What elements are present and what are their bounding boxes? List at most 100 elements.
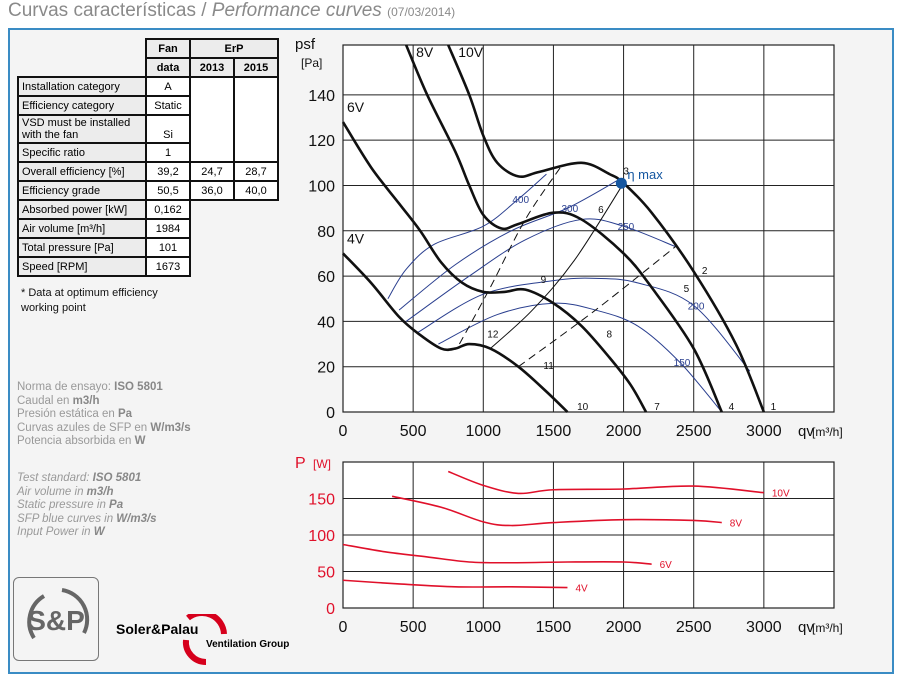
point-label: 2 — [702, 266, 708, 277]
svg-text:S&P: S&P — [27, 605, 85, 636]
y-tick-label: 0 — [326, 405, 335, 422]
pressure-curve-label: 6V — [347, 99, 365, 115]
x-axis-label: qv — [798, 619, 814, 636]
x-tick-label: 1000 — [465, 619, 501, 636]
optimum-point — [615, 177, 627, 189]
table-row: Absorbed power [kW] 0,162 — [17, 199, 278, 220]
point-label: 7 — [654, 402, 660, 413]
x-tick-label: 2500 — [676, 423, 712, 440]
y-tick-label: 120 — [308, 133, 335, 150]
standard-line: Potencia absorbida en W — [17, 435, 146, 447]
standard-line: Presión estática en Pa — [17, 408, 133, 420]
standard-line: Caudal en m3/h — [17, 394, 100, 407]
fan-value: Static — [145, 95, 191, 116]
erp-header: ErP — [189, 38, 279, 59]
x-axis-label: qv — [798, 423, 814, 440]
x-tick-label: 1000 — [465, 423, 501, 440]
row-label: Installation category — [17, 76, 147, 97]
row-label: VSD must be installed with the fan — [17, 114, 147, 144]
y-tick-label: 40 — [317, 314, 335, 331]
page-title: Curvas características / Performance cur… — [8, 0, 456, 21]
plot-area — [342, 44, 835, 413]
erp-2015-empty — [233, 76, 279, 163]
brand-name: Soler&Palau — [116, 621, 199, 637]
x-tick-label: 3000 — [746, 619, 782, 636]
x-tick-label: 500 — [400, 423, 427, 440]
fan-value: 0,162 — [145, 199, 191, 220]
x-tick-label: 0 — [339, 619, 348, 636]
erp-2015-value: 28,7 — [233, 161, 279, 182]
y-axis-unit: [W] — [313, 457, 331, 471]
curve-10V — [447, 470, 764, 495]
curve-4V — [342, 252, 569, 413]
fan-data-table: Fan ErP data 2013 2015 Installation categor… — [17, 38, 279, 277]
y-axis-label: P — [295, 455, 306, 472]
sfp-label: 400 — [512, 195, 529, 206]
sfp-curve-200 — [417, 277, 751, 372]
fan-value: 1 — [145, 142, 191, 163]
x-tick-label: 3000 — [746, 423, 782, 440]
point-label: 4 — [729, 402, 735, 413]
standard-line: Curvas azules de SFP en W/m3/s — [17, 421, 191, 434]
fan-value: 1984 — [145, 218, 191, 239]
standard-line: Static pressure in Pa — [17, 499, 124, 511]
standard-line: Test standard: ISO 5801 — [17, 472, 142, 484]
sfp-curve-300 — [398, 180, 617, 311]
curve-6V — [341, 121, 648, 413]
curve-10V — [447, 44, 766, 413]
system-line — [458, 167, 561, 345]
system-line — [518, 246, 676, 368]
row-label: Efficiency grade — [17, 180, 147, 201]
fan-value: 50,5 — [145, 180, 191, 201]
y-tick-label: 150 — [308, 492, 335, 509]
fan-value: 39,2 — [145, 161, 191, 182]
y-tick-label: 140 — [308, 88, 335, 105]
y-tick-label: 100 — [308, 178, 335, 195]
point-label: 11 — [543, 361, 554, 372]
y-tick-label: 20 — [317, 360, 335, 377]
curve-4V — [342, 579, 568, 589]
fan-header: Fan — [145, 38, 191, 59]
row-label: Total pressure [Pa] — [17, 237, 147, 258]
point-label: 10 — [577, 402, 589, 413]
curve-8V — [404, 44, 723, 413]
table-row: Specific ratio 1 — [17, 142, 278, 163]
x-tick-label: 500 — [400, 619, 427, 636]
x-tick-label: 1500 — [536, 619, 572, 636]
pressure-curve-label: 10V — [458, 44, 484, 60]
curve-6V — [342, 543, 652, 565]
pressure-curve-label: 8V — [416, 44, 434, 60]
fan-value: A — [145, 76, 191, 97]
fan-value: Si — [145, 114, 191, 144]
row-label: Efficiency category — [17, 95, 147, 116]
point-label: 1 — [771, 402, 777, 413]
brand-mark — [182, 614, 227, 666]
brand-group: Ventilation Group — [206, 639, 290, 650]
curve-8V — [391, 495, 722, 527]
table-row: Efficiency grade 50,5 36,0 40,0 — [17, 180, 279, 201]
point-label: 3 — [623, 166, 629, 177]
sfp-label: 150 — [674, 358, 691, 369]
fan-value: 101 — [145, 237, 191, 258]
table-row: VSD must be installed with the fan Si — [17, 114, 278, 144]
x-tick-label: 2500 — [676, 619, 712, 636]
fan-value: 1673 — [145, 256, 191, 277]
erp-2013-value: 24,7 — [189, 161, 235, 182]
point-label: 12 — [487, 330, 499, 341]
optimum-label: η max — [627, 167, 663, 182]
sfp-label: 300 — [561, 204, 578, 215]
y-tick-label: 80 — [317, 224, 335, 241]
x-tick-label: 2000 — [606, 423, 642, 440]
table-row: Efficiency category Static — [17, 95, 278, 116]
standard-line: SFP blue curves in W/m3/s — [17, 512, 157, 525]
standard-line: Norma de ensayo: ISO 5801 — [17, 381, 163, 393]
x-axis-unit: [m³/h] — [812, 425, 843, 439]
data-header: data — [145, 57, 191, 78]
table-row: Installation category A — [17, 76, 279, 163]
row-label: Speed [RPM] — [17, 256, 147, 277]
y-axis-unit: [Pa] — [301, 56, 322, 70]
pressure-curve-label: 4V — [347, 230, 365, 246]
table-row: Speed [RPM] 1673 — [17, 256, 278, 277]
point-label: 9 — [541, 275, 547, 286]
table-row: Total pressure [Pa] 101 — [17, 237, 278, 258]
